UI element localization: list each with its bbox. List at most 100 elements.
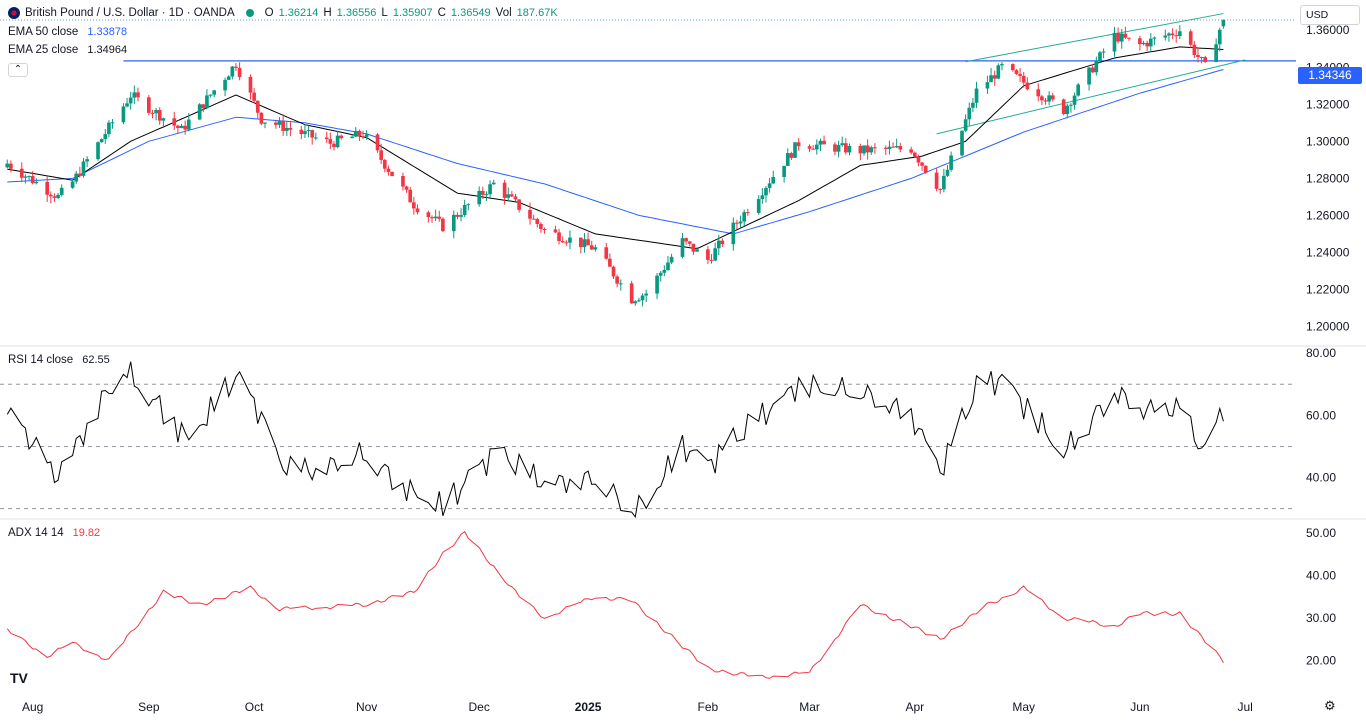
candle-body (223, 79, 227, 91)
candle-body (1196, 55, 1200, 58)
candle-body (716, 240, 721, 249)
candle-body (1050, 95, 1055, 100)
candle-body (618, 283, 623, 285)
candle-body (310, 130, 315, 138)
candle-body (1011, 64, 1015, 71)
candle-body (1170, 33, 1175, 36)
candle-body (96, 142, 100, 160)
currency-selector[interactable]: USD (1300, 5, 1360, 25)
time-axis-tick-label: Jun (1130, 700, 1149, 714)
candle-body (1036, 89, 1041, 97)
candle-body (502, 182, 507, 198)
adx-legend[interactable]: ADX 14 14 19.82 (8, 527, 100, 539)
candle-body (789, 153, 794, 158)
candle-body (731, 222, 736, 245)
tradingview-logo-icon[interactable]: TV (10, 670, 28, 686)
candle-body (161, 118, 166, 121)
candle-body (1101, 51, 1106, 53)
candle-body (963, 119, 968, 131)
gear-icon[interactable]: ⚙ (1324, 698, 1336, 713)
candle-body (510, 194, 514, 197)
candle-body (437, 216, 442, 219)
candle-body (553, 229, 558, 233)
candle-body (531, 218, 536, 220)
candle-body (491, 182, 496, 185)
candle-body (814, 144, 819, 150)
ema25-legend[interactable]: EMA 25 close 1.34964 (8, 44, 127, 56)
candle-body (353, 130, 358, 137)
candle-body (375, 134, 380, 151)
candle-body (1138, 38, 1142, 45)
candle-body (891, 146, 895, 148)
candle-body (147, 97, 151, 113)
close-label: C (437, 7, 446, 19)
candle-body (1148, 38, 1153, 47)
candle-body (1040, 96, 1044, 101)
candle-body (767, 183, 772, 188)
candle-body (760, 195, 765, 200)
candle-body (796, 142, 801, 147)
candle-body (640, 295, 645, 301)
candle-body (912, 152, 917, 157)
candle-body (1112, 32, 1117, 52)
candle-body (125, 103, 129, 107)
candle-body (205, 95, 209, 109)
price-axis-tick-label: 1.32000 (1306, 97, 1350, 111)
candle-body (328, 139, 333, 144)
adx-line (6, 530, 1224, 679)
candle-body (1188, 31, 1193, 45)
candle-body (56, 194, 60, 198)
candle-body (713, 248, 717, 261)
candle-body (1192, 44, 1197, 56)
rsi-axis-tick-label: 80.00 (1306, 346, 1336, 360)
price-axis-tick-label: 1.26000 (1306, 208, 1350, 222)
candle-body (176, 125, 180, 129)
candle-body (59, 187, 64, 195)
candle-body (332, 143, 336, 148)
candle-body (992, 75, 997, 79)
rsi-legend[interactable]: RSI 14 close 62.55 (8, 354, 110, 366)
candle-body (687, 241, 692, 244)
candle-body (110, 122, 115, 124)
rsi-axis-tick-label: 40.00 (1306, 471, 1336, 485)
candle-body (466, 204, 471, 206)
adx-axis-tick-label: 40.00 (1306, 568, 1336, 582)
candle-body (1174, 35, 1179, 37)
candle-body (121, 106, 126, 123)
candle-body (666, 262, 670, 270)
high-value: 1.36556 (336, 7, 377, 19)
candle-body (818, 140, 823, 145)
open-label: O (264, 7, 274, 19)
symbol-legend[interactable]: British Pound / U.S. Dollar · 1D · OANDA… (8, 7, 558, 19)
ema50-legend[interactable]: EMA 50 close 1.33878 (8, 26, 127, 38)
collapse-legend-button[interactable]: ⌃ (8, 63, 28, 77)
candle-body (1123, 33, 1128, 38)
candle-body (1152, 37, 1157, 39)
candle-body (858, 145, 863, 154)
candle-body (281, 120, 285, 131)
candle-body (430, 217, 434, 219)
candle-body (644, 293, 649, 296)
candle-body (985, 82, 990, 89)
price-axis-tick-label: 1.28000 (1306, 171, 1350, 185)
candle-body (186, 119, 191, 130)
candle-body (586, 239, 590, 246)
candle-body (19, 168, 24, 178)
candle-body (735, 222, 739, 224)
candle-body (234, 66, 238, 68)
price-axis-tick-label: 1.24000 (1306, 245, 1350, 259)
low-label: L (381, 7, 388, 19)
candle-body (771, 176, 776, 184)
rsi-line (6, 361, 1224, 519)
candle-body (179, 125, 184, 129)
candle-body (382, 159, 387, 169)
candle-body (1025, 82, 1030, 90)
candle-body (742, 212, 747, 222)
candle-body (883, 147, 888, 149)
candle-body (1145, 42, 1149, 47)
candle-body (45, 181, 50, 195)
close-value: 1.36549 (450, 7, 491, 19)
candle-body (248, 76, 253, 93)
candle-body (477, 190, 482, 205)
